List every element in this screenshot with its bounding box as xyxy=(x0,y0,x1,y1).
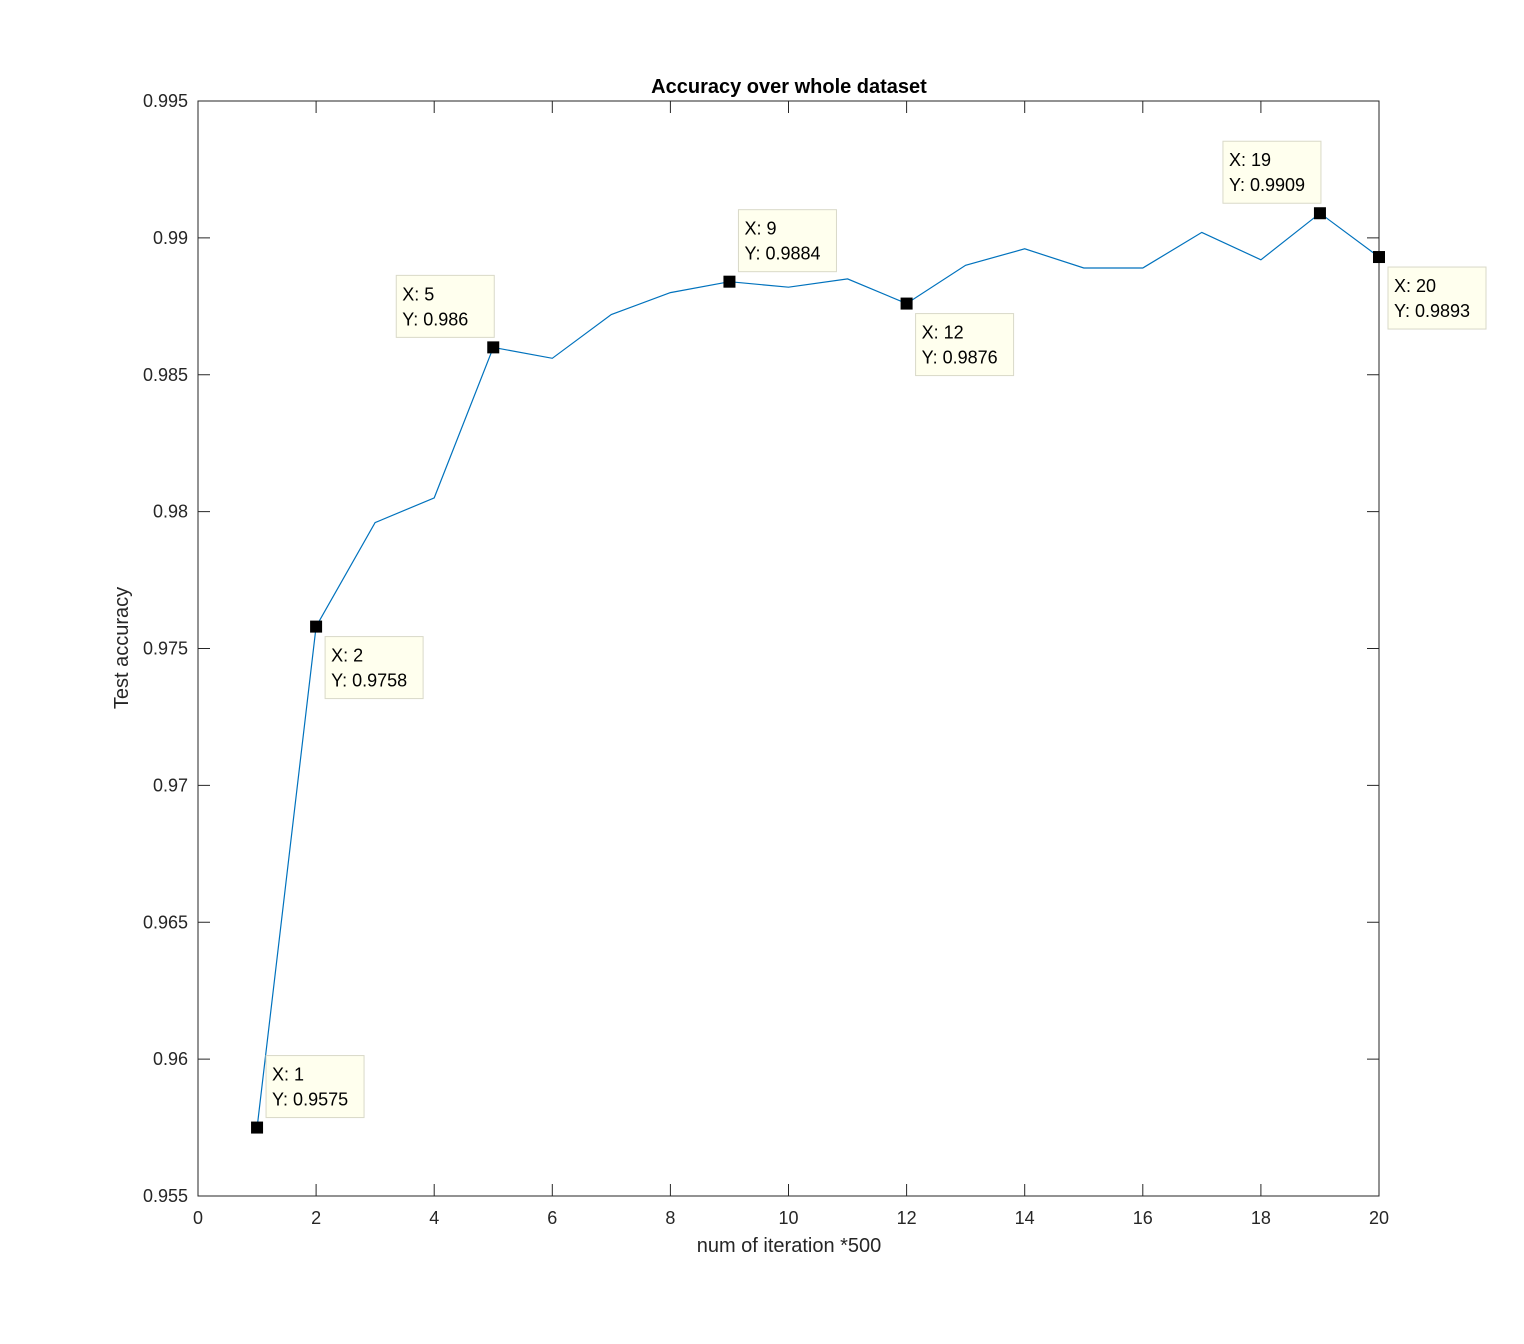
y-tick-label: 0.955 xyxy=(143,1186,188,1206)
datatip-box xyxy=(324,636,424,700)
datatip[interactable]: X: 1 Y: 0.9575 xyxy=(251,1055,365,1134)
datatip[interactable]: X: 2 Y: 0.9758 xyxy=(310,620,424,700)
y-tick-label: 0.98 xyxy=(153,502,188,522)
datatip-y-label: Y: 0.9909 xyxy=(1229,175,1305,195)
datatip-marker xyxy=(251,1121,264,1134)
axis-ticks xyxy=(197,100,1380,1197)
datatip-box xyxy=(1222,140,1322,204)
x-tick-label: 8 xyxy=(665,1208,675,1228)
datatip-marker xyxy=(1313,207,1326,220)
datatip-marker xyxy=(900,297,913,310)
y-axis-label: Test accuracy xyxy=(111,587,133,709)
x-tick-label: 10 xyxy=(778,1208,798,1228)
x-tick-label: 0 xyxy=(193,1208,203,1228)
x-tick-label: 4 xyxy=(429,1208,439,1228)
datatip-box xyxy=(1387,266,1487,330)
x-tick-label: 14 xyxy=(1015,1208,1035,1228)
datatip[interactable]: X: 12 Y: 0.9876 xyxy=(900,297,1015,377)
datatip-y-label: Y: 0.9893 xyxy=(1394,301,1470,321)
datatip-box xyxy=(395,274,495,338)
x-tick-label: 6 xyxy=(547,1208,557,1228)
y-tick-labels: 0.955 0.96 0.965 0.97 0.975 0.98 0.985 0.99 0.99… xyxy=(143,91,188,1206)
datatip-box xyxy=(265,1055,365,1119)
y-tick-label: 0.96 xyxy=(153,1049,188,1069)
datatip-x-label: X: 5 xyxy=(402,284,434,304)
x-tick-label: 2 xyxy=(311,1208,321,1228)
datatip-marker xyxy=(1373,251,1385,264)
datatip-y-label: Y: 0.986 xyxy=(402,309,468,329)
datatip-y-label: Y: 0.9884 xyxy=(744,244,820,264)
y-tick-label: 0.985 xyxy=(143,365,188,385)
x-tick-label: 12 xyxy=(897,1208,917,1228)
datatip-marker xyxy=(487,341,500,354)
datatip[interactable]: X: 19 Y: 0.9909 xyxy=(1222,140,1326,220)
datatip[interactable]: X: 9 Y: 0.9884 xyxy=(723,209,837,288)
datatip-x-label: X: 9 xyxy=(744,219,776,239)
x-tick-label: 18 xyxy=(1251,1208,1271,1228)
datatip-box xyxy=(915,313,1015,377)
datatip-box xyxy=(737,209,837,273)
datatip-marker xyxy=(723,275,736,288)
y-tick-label: 0.965 xyxy=(143,912,188,932)
datatip-y-label: Y: 0.9575 xyxy=(272,1090,348,1110)
datatip-x-label: X: 1 xyxy=(272,1065,304,1085)
datatip-marker xyxy=(310,620,323,633)
chart-title: Accuracy over whole dataset xyxy=(651,76,927,98)
datatip-x-label: X: 12 xyxy=(922,323,964,343)
x-axis-label: num of iteration *500 xyxy=(697,1235,882,1257)
y-tick-label: 0.97 xyxy=(153,775,188,795)
datatip-x-label: X: 19 xyxy=(1229,150,1271,170)
datatip-y-label: Y: 0.9876 xyxy=(922,348,998,368)
x-tick-label: 20 xyxy=(1369,1208,1389,1228)
datatip-y-label: Y: 0.9758 xyxy=(331,671,407,691)
x-tick-labels: 0 2 4 6 8 10 12 14 16 18 20 xyxy=(193,1208,1389,1228)
y-tick-label: 0.995 xyxy=(143,91,188,111)
x-tick-label: 16 xyxy=(1133,1208,1153,1228)
datatip[interactable]: X: 5 Y: 0.986 xyxy=(395,274,500,354)
datatip-x-label: X: 20 xyxy=(1394,276,1436,296)
y-tick-label: 0.975 xyxy=(143,639,188,659)
y-tick-label: 0.99 xyxy=(153,228,188,248)
datatip-x-label: X: 2 xyxy=(331,646,363,666)
datatip[interactable]: X: 20 Y: 0.9893 xyxy=(1373,251,1487,330)
series-line xyxy=(256,212,1380,1128)
